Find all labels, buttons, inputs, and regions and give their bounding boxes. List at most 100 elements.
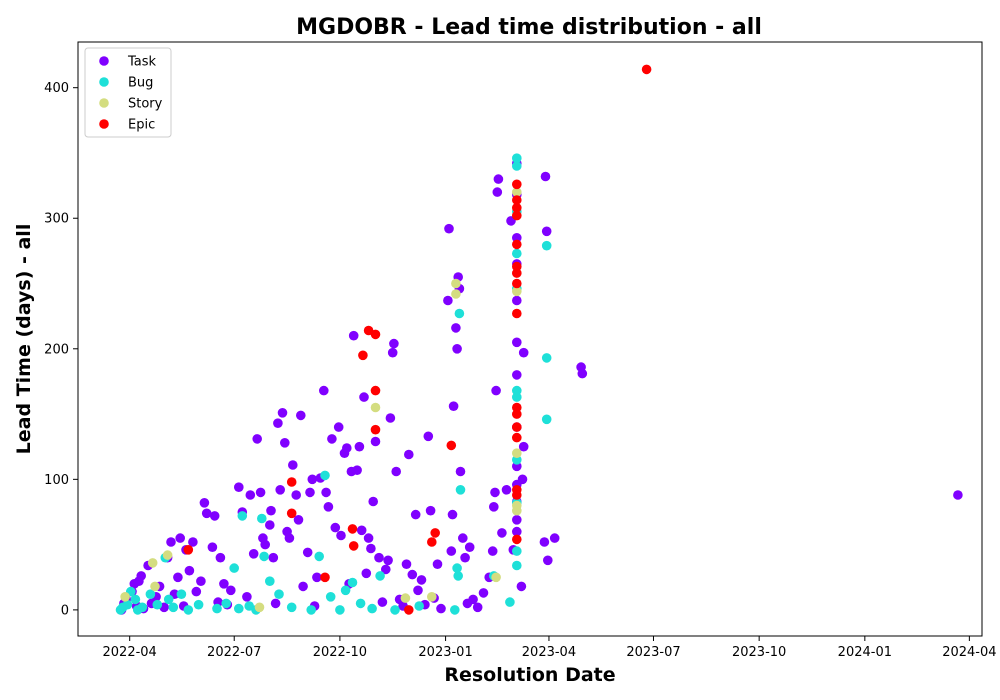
point-task-113	[452, 344, 462, 354]
y-axis-ticks: 0100200300400	[44, 81, 78, 618]
legend-marker-epic	[99, 119, 109, 129]
point-task-23	[192, 587, 202, 597]
point-task-46	[271, 599, 281, 609]
point-epic-13	[430, 528, 440, 538]
point-bug-36	[375, 571, 385, 581]
legend-marker-bug	[99, 77, 109, 87]
point-epic-10	[371, 425, 381, 435]
point-task-158	[578, 369, 588, 379]
point-task-138	[512, 296, 522, 306]
point-task-81	[364, 533, 374, 543]
point-task-149	[518, 475, 528, 485]
point-epic-8	[371, 330, 381, 340]
legend: Task Bug Story Epic	[85, 48, 171, 137]
point-task-39	[252, 434, 262, 444]
point-task-131	[497, 528, 507, 538]
point-task-68	[331, 523, 341, 533]
point-task-148	[517, 582, 527, 592]
point-task-130	[494, 174, 504, 184]
point-task-85	[374, 553, 384, 563]
point-task-156	[550, 533, 560, 543]
point-bug-16	[221, 599, 231, 609]
point-bug-38	[414, 601, 424, 611]
point-bug-49	[512, 249, 522, 259]
x-tick-label: 2022-07	[207, 645, 261, 660]
point-story-9	[451, 289, 461, 299]
point-epic-27	[512, 433, 522, 443]
point-epic-3	[320, 573, 330, 583]
point-task-103	[426, 506, 436, 516]
point-bug-28	[314, 552, 324, 562]
point-task-152	[540, 537, 550, 547]
point-task-154	[542, 227, 552, 237]
point-task-123	[479, 588, 489, 598]
point-task-125	[488, 546, 498, 556]
point-bug-43	[456, 485, 466, 495]
point-task-18	[175, 533, 185, 543]
point-bug-24	[265, 576, 275, 586]
point-task-21	[185, 566, 195, 576]
point-task-76	[352, 465, 362, 475]
point-bug-58	[542, 353, 552, 363]
legend-marker-story	[99, 98, 109, 108]
y-tick-label: 200	[44, 342, 69, 357]
point-epic-1	[287, 477, 297, 487]
point-epic-0	[184, 545, 194, 555]
point-task-116	[456, 467, 466, 477]
x-axis-ticks: 2022-04 2022-07 2022-10 2023-01 2023-04 2023-…	[103, 636, 997, 660]
x-tick-label: 2023-10	[732, 645, 786, 660]
point-bug-18	[234, 604, 244, 614]
point-task-83	[368, 497, 378, 507]
point-task-47	[273, 418, 283, 428]
point-task-36	[242, 592, 252, 602]
point-task-132	[502, 485, 512, 495]
x-tick-label: 2023-07	[626, 645, 680, 660]
point-bug-39	[450, 605, 460, 615]
legend-marker-task	[99, 56, 109, 66]
point-task-99	[413, 586, 423, 596]
point-task-72	[342, 443, 352, 453]
point-task-105	[433, 559, 443, 569]
point-epic-12	[427, 537, 437, 547]
point-task-79	[359, 392, 369, 402]
point-task-27	[208, 542, 218, 552]
point-story-10	[491, 573, 501, 583]
point-task-96	[404, 450, 414, 460]
point-bug-22	[257, 514, 267, 524]
point-task-126	[489, 502, 499, 512]
point-task-86	[378, 597, 388, 607]
point-task-150	[519, 348, 529, 358]
point-task-54	[291, 490, 301, 500]
point-task-58	[303, 548, 313, 558]
point-bug-41	[453, 571, 463, 581]
chart-title: MGDOBR - Lead time distribution - all	[296, 15, 762, 40]
point-task-91	[389, 339, 399, 349]
point-task-109	[447, 546, 457, 556]
point-bug-30	[326, 592, 336, 602]
point-bug-14	[194, 600, 204, 610]
legend-label-bug: Bug	[128, 76, 153, 91]
point-bug-59	[542, 415, 552, 425]
legend-label-task: Task	[127, 55, 157, 70]
point-bug-11	[169, 603, 179, 613]
y-tick-label: 400	[44, 81, 69, 96]
x-axis-label: Resolution Date	[444, 664, 615, 686]
x-tick-label: 2024-01	[838, 645, 892, 660]
point-bug-8	[153, 600, 163, 610]
legend-label-story: Story	[128, 97, 163, 112]
point-bug-52	[512, 392, 522, 402]
point-bug-47	[512, 161, 522, 171]
point-task-57	[298, 582, 308, 592]
point-epic-2	[287, 509, 297, 519]
point-task-15	[166, 537, 176, 547]
point-bug-25	[274, 589, 284, 599]
point-task-33	[226, 586, 236, 596]
point-task-153	[541, 172, 551, 182]
point-bug-56	[512, 561, 522, 571]
x-tick-label: 2023-04	[522, 645, 576, 660]
point-story-5	[371, 403, 381, 413]
point-task-90	[388, 348, 398, 358]
point-bug-17	[229, 563, 239, 573]
point-task-28	[210, 511, 220, 521]
point-task-49	[278, 408, 288, 418]
